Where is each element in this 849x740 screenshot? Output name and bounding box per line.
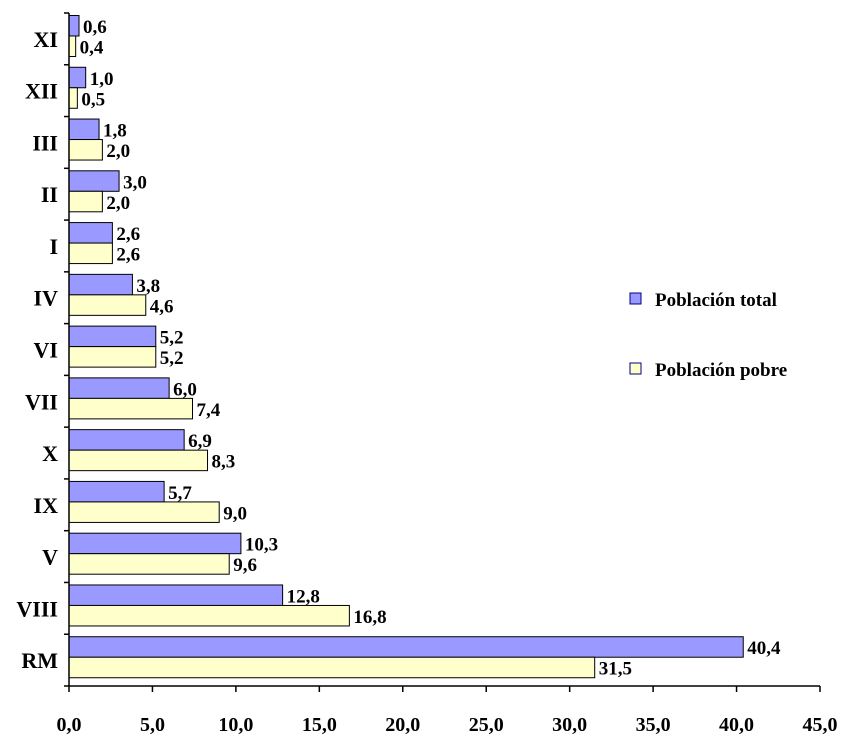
value-label: 31,5 (599, 659, 632, 680)
x-tick-label: 40,0 (719, 714, 754, 736)
bar (68, 87, 78, 109)
axes-layer: 0,0 5,0 10,0 15,0 20,0 25,0 30,0 35,0 40,0 45,0 (57, 12, 838, 736)
category-label: II (41, 182, 58, 207)
category-label: VI (34, 338, 58, 363)
value-label: 1,8 (103, 121, 127, 142)
x-tick-label: 5,0 (140, 714, 165, 736)
value-label: 2,6 (116, 245, 140, 266)
category-label: IX (34, 493, 59, 518)
bar (68, 377, 170, 399)
value-label: 5,2 (160, 328, 184, 349)
value-label: 9,6 (233, 555, 257, 576)
value-label: 12,8 (287, 586, 320, 607)
bar (68, 325, 157, 348)
value-label: 5,7 (168, 483, 192, 504)
category-label: VIII (16, 596, 58, 621)
x-tick-label: 25,0 (469, 714, 504, 736)
bar (68, 604, 350, 627)
bars-layer (68, 15, 744, 679)
x-tick-label: 30,0 (552, 714, 587, 736)
bar (68, 532, 242, 555)
x-tick-label: 0,0 (57, 714, 82, 736)
value-label: 16,8 (353, 607, 386, 628)
value-label: 3,0 (123, 172, 147, 193)
bar (68, 294, 147, 316)
x-tick-label: 35,0 (636, 714, 671, 736)
bar (68, 346, 157, 368)
bar (68, 397, 193, 420)
bar (68, 190, 103, 213)
bar (68, 35, 77, 57)
bar (68, 584, 284, 606)
value-label: 5,2 (160, 348, 184, 369)
category-label: I (49, 234, 58, 259)
value-labels-layer: 0,60,41,00,51,82,03,02,02,62,63,84,65,25… (80, 17, 781, 680)
value-label: 3,8 (136, 276, 160, 297)
value-label: 6,9 (188, 431, 212, 452)
value-label: 6,0 (173, 379, 197, 400)
value-label: 7,4 (196, 400, 220, 421)
value-label: 2,6 (116, 224, 140, 245)
legend: Población total Población pobre (629, 290, 787, 381)
bar (68, 222, 113, 244)
category-label: III (32, 130, 58, 155)
x-tick-label: 15,0 (302, 714, 337, 736)
value-label: 2,0 (106, 141, 130, 162)
legend-swatch-poblacion-total (629, 292, 642, 305)
category-label: XII (25, 79, 58, 104)
bar (68, 139, 103, 161)
bar (68, 553, 230, 575)
value-label: 4,6 (150, 296, 174, 317)
bar (68, 656, 596, 679)
category-label: IV (34, 286, 59, 311)
bar (68, 242, 113, 265)
value-label: 10,3 (245, 535, 278, 556)
value-label: 40,4 (747, 638, 781, 659)
value-label: 8,3 (212, 452, 236, 473)
bar (68, 636, 744, 658)
bar (68, 480, 165, 503)
value-label: 0,6 (83, 17, 107, 38)
category-label: XI (34, 27, 58, 52)
value-label: 0,5 (81, 89, 105, 110)
x-tick-label: 20,0 (385, 714, 420, 736)
legend-swatch-poblacion-pobre (629, 362, 642, 375)
bar (68, 273, 133, 296)
category-label: V (42, 545, 58, 570)
bar (68, 66, 87, 89)
value-label: 1,0 (90, 69, 114, 90)
category-label: VII (25, 389, 58, 414)
x-tick-label: 10,0 (218, 714, 253, 736)
category-label: RM (21, 648, 58, 673)
value-label: 2,0 (106, 193, 130, 214)
category-label: X (42, 441, 58, 466)
legend-label-poblacion-pobre: Población pobre (655, 360, 787, 381)
bar (68, 170, 120, 192)
bar (68, 429, 185, 451)
bar (68, 118, 100, 141)
value-label: 9,0 (223, 503, 247, 524)
bar (68, 15, 80, 37)
x-tick-label: 45,0 (803, 714, 838, 736)
bar (68, 449, 209, 472)
bar (68, 501, 220, 523)
value-label: 0,4 (80, 38, 104, 59)
legend-label-poblacion-total: Población total (655, 290, 777, 311)
